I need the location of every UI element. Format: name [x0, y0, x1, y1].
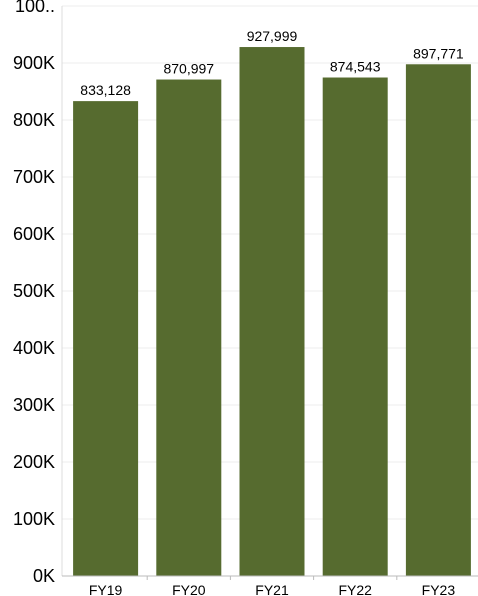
- y-tick-label: 700K: [13, 167, 55, 187]
- y-tick-label: 600K: [13, 224, 55, 244]
- y-tick-label: 300K: [13, 395, 55, 415]
- x-tick-label-fy19: FY19: [89, 582, 123, 596]
- y-tick-label: 900K: [13, 53, 55, 73]
- x-axis: FY19 FY20 FY21 FY22 FY23: [62, 575, 478, 596]
- bar-fy23[interactable]: [405, 64, 471, 576]
- bar-fy22[interactable]: [322, 77, 388, 576]
- data-label-fy22: 874,543: [330, 59, 381, 75]
- bar-fy19[interactable]: [73, 101, 139, 577]
- x-tick-label-fy20: FY20: [172, 582, 206, 596]
- x-tick-label-fy21: FY21: [255, 582, 289, 596]
- y-tick-label: 500K: [13, 281, 55, 301]
- y-tick-label: 0K: [33, 566, 55, 586]
- x-tick-label-fy22: FY22: [338, 582, 372, 596]
- bar-fy21[interactable]: [239, 47, 305, 576]
- y-axis: 0K 100K 200K 300K 400K 500K 600K 700K 800K 900K 10…: [13, 0, 63, 586]
- data-label-fy23: 897,771: [413, 45, 464, 61]
- x-tick-label-fy23: FY23: [422, 582, 456, 596]
- y-tick-label: 100..: [15, 0, 55, 16]
- y-tick-label: 400K: [13, 338, 55, 358]
- y-tick-label: 100K: [13, 509, 55, 529]
- data-label-fy20: 870,997: [163, 61, 214, 77]
- y-tick-label: 800K: [13, 110, 55, 130]
- data-label-fy19: 833,128: [80, 82, 131, 98]
- bar-fy20[interactable]: [156, 79, 222, 576]
- data-labels: 833,128 870,997 927,999 874,543 897,771: [80, 28, 464, 98]
- data-label-fy21: 927,999: [247, 28, 298, 44]
- y-tick-label: 200K: [13, 452, 55, 472]
- bars: [73, 47, 471, 577]
